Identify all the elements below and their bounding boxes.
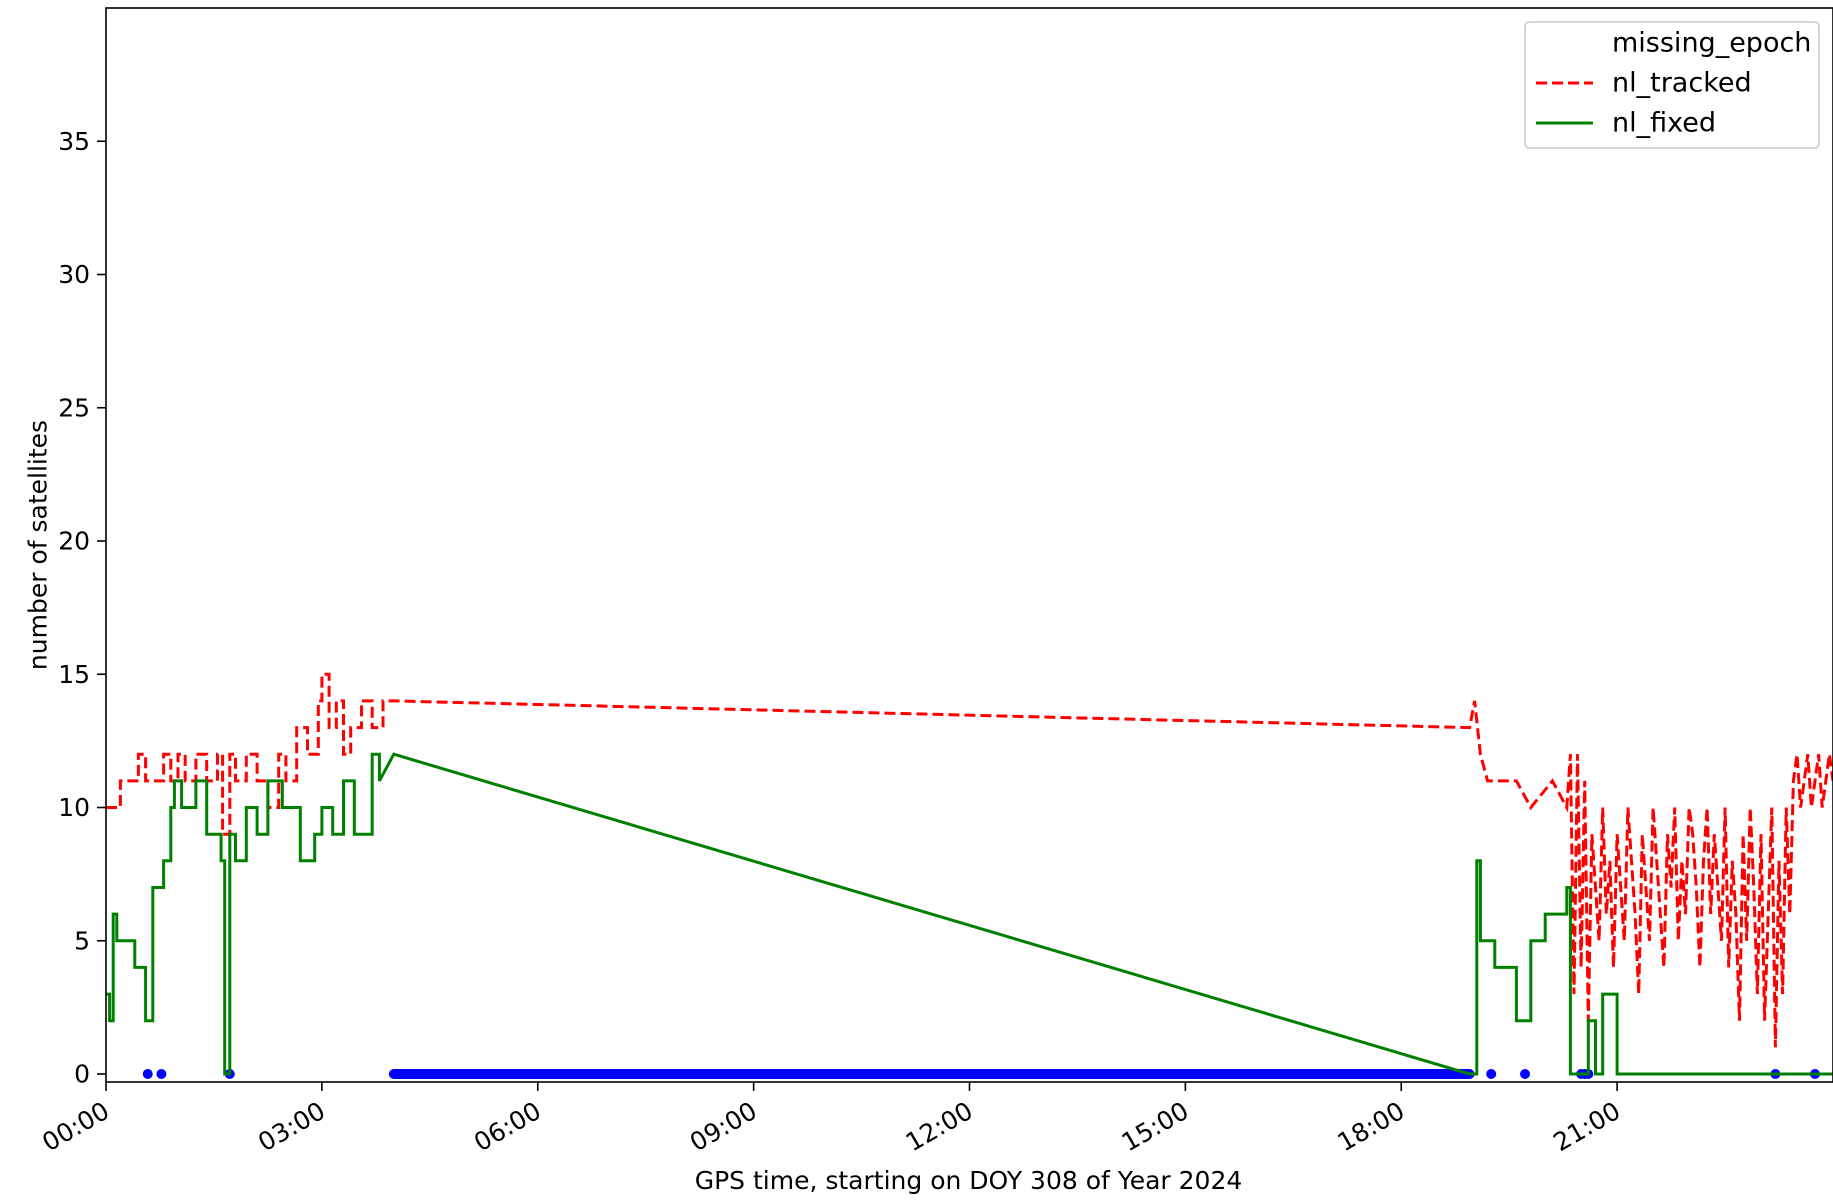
y-axis: 0 5 10 15 20 25 30 35 xyxy=(58,127,106,1089)
missing-epoch-point xyxy=(1486,1069,1497,1080)
missing-epoch-point xyxy=(1520,1069,1531,1080)
series-line-nl_fixed xyxy=(106,752,1833,1076)
y-tick-label: 35 xyxy=(58,127,90,156)
legend-label-missing_epoch: missing_epoch xyxy=(1612,28,1811,59)
legend: missing_epoch nl_tracked nl_fixed xyxy=(1524,21,1820,149)
legend-box xyxy=(1524,21,1820,149)
y-tick-label: 25 xyxy=(58,393,90,422)
legend-label-nl_tracked: nl_tracked xyxy=(1612,68,1752,99)
y-tick-label: 15 xyxy=(58,660,90,689)
legend-label-nl_fixed: nl_fixed xyxy=(1612,108,1716,139)
y-tick-label: 30 xyxy=(58,260,90,289)
y-tick-label: 10 xyxy=(58,793,90,822)
y-tick-label: 20 xyxy=(58,527,90,556)
series-line-nl_tracked xyxy=(106,672,1833,1048)
missing-epoch-point xyxy=(156,1069,167,1080)
y-tick-label: 5 xyxy=(74,926,90,955)
y-tick-label: 0 xyxy=(74,1060,90,1089)
missing-epoch-point xyxy=(142,1069,153,1080)
x-axis-title: GPS time, starting on DOY 308 of Year 20… xyxy=(695,1166,1243,1195)
series-group xyxy=(106,672,1833,1080)
y-axis-title: number of satellites xyxy=(24,420,53,670)
